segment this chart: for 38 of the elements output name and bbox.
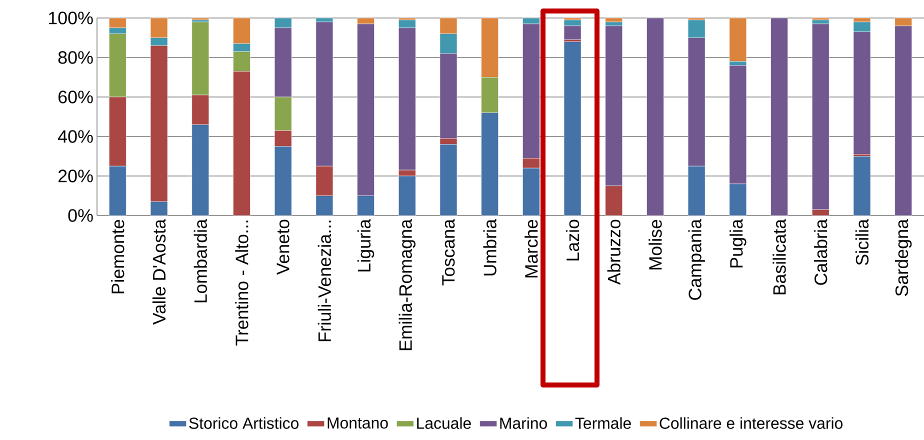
bar	[564, 42, 582, 216]
y-tick-label: 100%	[48, 12, 93, 24]
x-tick-label: Valle D'Aosta	[152, 219, 166, 325]
x-tick-label: Piemonte	[111, 220, 124, 294]
legend-label: Termale	[575, 417, 631, 429]
x-tick-label: Campania	[688, 219, 705, 300]
x-tick-label: Veneto	[276, 220, 290, 275]
y-tick-label: 80%	[58, 51, 93, 64]
x-tick-label: Sardegna	[894, 219, 912, 296]
x-tick-label: Lombardia	[194, 219, 207, 302]
y-tick-label: 20%	[58, 170, 93, 182]
x-tick-label: Umbria	[483, 219, 496, 276]
legend-label: Collinare e interesse vario	[660, 417, 842, 429]
bar	[605, 18, 623, 22]
x-tick-label: Puglia	[730, 219, 746, 268]
x-tick-label: Liguria	[357, 219, 374, 272]
x-tick-label: Friuli-Venezia...	[318, 220, 332, 342]
y-tick-label: 0%	[68, 209, 93, 222]
x-tick-label: Molise	[648, 220, 662, 270]
legend-label: Storico Artistico	[189, 417, 298, 429]
bar	[853, 156, 871, 216]
x-tick-label: Calabria	[814, 219, 828, 285]
y-tick-label: 40%	[58, 130, 93, 143]
bar	[729, 18, 747, 62]
x-tick-label: Marche	[524, 220, 538, 278]
x-tick-label: Trentino - Alto...	[235, 220, 248, 346]
x-tick-label: Basilicata	[772, 219, 786, 294]
legend-label: Lacuale	[417, 417, 471, 429]
x-tick-label: Toscana	[442, 219, 455, 286]
x-tick-label: Lazio	[566, 220, 580, 260]
x-tick-label: Abruzzo	[607, 220, 620, 285]
x-tick-label: Sicilia	[855, 219, 869, 266]
x-tick-label: Emilia-Romagna	[398, 219, 416, 350]
bar	[646, 18, 664, 216]
legend-label: Marino	[500, 417, 547, 429]
bar	[770, 18, 788, 216]
y-tick-label: 60%	[58, 90, 93, 104]
legend-label: Montano	[328, 417, 388, 429]
